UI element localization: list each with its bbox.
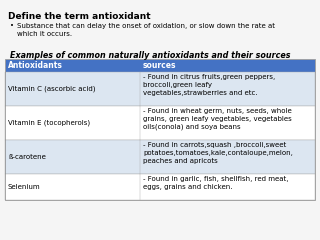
Text: •: • [10,23,14,29]
Text: - Found in carrots,squash ,broccoli,sweet
potatoes,tomatoes,kale,contaloupe,melo: - Found in carrots,squash ,broccoli,swee… [143,142,293,164]
Text: - Found in citrus fruits,green peppers,
broccoli,green leafy
vegetables,strawber: - Found in citrus fruits,green peppers, … [143,74,275,96]
FancyBboxPatch shape [5,140,315,174]
Text: Selenium: Selenium [8,184,41,190]
Text: Define the term antioxidant: Define the term antioxidant [8,12,151,21]
Text: Vitamin E (tocopherols): Vitamin E (tocopherols) [8,120,90,126]
FancyBboxPatch shape [5,106,315,140]
Text: Antioxidants: Antioxidants [8,61,63,70]
FancyBboxPatch shape [5,59,315,72]
Text: - Found in wheat germ, nuts, seeds, whole
grains, green leafy vegetables, vegeta: - Found in wheat germ, nuts, seeds, whol… [143,108,292,131]
FancyBboxPatch shape [5,174,315,200]
FancyBboxPatch shape [5,72,315,106]
Text: ß-carotene: ß-carotene [8,154,46,160]
Text: Vitamin C (ascorbic acid): Vitamin C (ascorbic acid) [8,86,95,92]
Text: - Found in garlic, fish, shellfish, red meat,
eggs, grains and chicken.: - Found in garlic, fish, shellfish, red … [143,176,289,190]
Text: Examples of common naturally antioxidants and their sources: Examples of common naturally antioxidant… [10,51,291,60]
Text: sources: sources [143,61,177,70]
Text: Substance that can delay the onset of oxidation, or slow down the rate at
which : Substance that can delay the onset of ox… [17,23,275,37]
